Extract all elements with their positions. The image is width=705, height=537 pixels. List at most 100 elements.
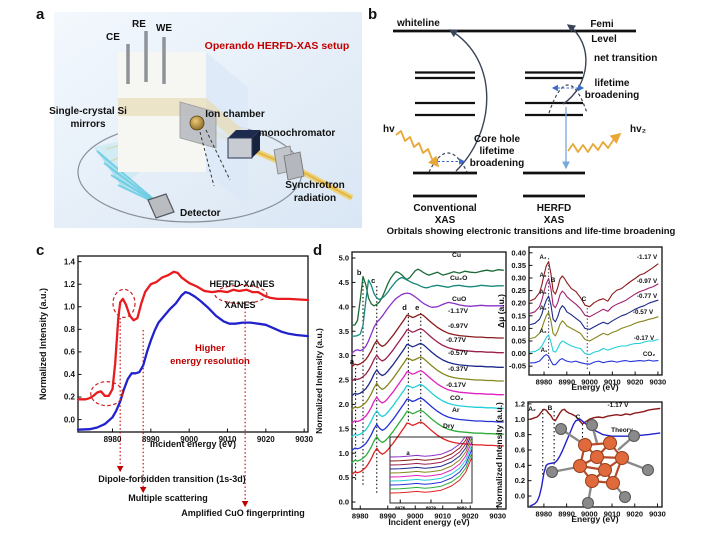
mirrors-label-line2: mirrors (70, 119, 105, 130)
y-tick-label: 0.0 (64, 415, 76, 424)
series-inset-CuO (390, 437, 466, 458)
x-tick-label: 9020 (462, 512, 479, 521)
series-label--1.17 V: -1.17 V (637, 254, 658, 261)
y-axis-label: Normalized Intensity (a.u.) (38, 288, 48, 400)
chart-theory-comparison: 8980 8990 9000 9010 9020 9030 0.0 0.2 0.4 0.6 0.8 1… (494, 399, 666, 524)
hv-label: hv (383, 124, 395, 135)
annotation-text: XANES (224, 300, 255, 310)
series-group (529, 261, 659, 366)
hv2-label: hv₂ (630, 124, 646, 135)
series-label--0.17 V: -0.17 V (634, 335, 655, 342)
y-tick-label: 2.5 (339, 376, 349, 385)
series-inset-CO2 (390, 448, 472, 486)
whiteline-label: whiteline (396, 18, 440, 29)
x-tick-label: 8990 (142, 435, 160, 444)
incident-photon-icon (395, 130, 440, 168)
x-tick-label: 9020 (257, 435, 275, 444)
guide-line-label: b (357, 268, 362, 277)
series-label-Theory: Theory (611, 427, 633, 434)
annotation-text: A₁ (541, 348, 548, 354)
x-tick-label: 8980 (536, 378, 553, 387)
annotation-text: A₂ (540, 255, 547, 261)
x-axis-label: Incident energy (eV) (150, 439, 236, 449)
core-hole-label-line2: lifetime (479, 146, 514, 157)
annotation-text: Higher (195, 343, 225, 354)
y-tick-label: 3.0 (339, 351, 349, 360)
panel-d-label: d (313, 242, 322, 259)
x-tick-label: 9010 (219, 435, 237, 444)
y-tick-label: 1.2 (515, 399, 525, 408)
chart-herfd-vs-xanes: 8980 8990 9000 9010 9020 9030 0.0 0.2 0.4 0.6 0.8 1… (38, 255, 314, 518)
series--0.37V (351, 370, 504, 424)
emission-dashed-lines (199, 129, 231, 187)
lifetime-broadening-label-line1: lifetime (594, 78, 629, 89)
setup-title: Operando HERFD-XAS setup (205, 40, 350, 52)
series-Cu2O (351, 276, 504, 337)
y-tick-label: 0.30 (511, 274, 526, 283)
series-label-Cu: Cu (452, 252, 461, 259)
x-axis-label: Energy (eV) (571, 382, 618, 392)
panel-a: a (36, 6, 362, 228)
series--0.97 V (529, 277, 659, 318)
conventional-levels (413, 71, 477, 198)
y-tick-label: -0.05 (509, 362, 526, 371)
x-tick-label: 8976 (395, 506, 406, 511)
electrode-we-label: WE (156, 23, 172, 34)
sample-spot (189, 115, 205, 131)
copper-atoms (573, 436, 629, 490)
highlight-ellipse (214, 284, 268, 304)
y-tick-label: 0.20 (511, 299, 526, 308)
series-group (351, 268, 504, 475)
x-tick-label: 8980 (536, 510, 553, 519)
series--0.77V (351, 342, 504, 397)
y-tick-label: 0.5 (339, 473, 349, 482)
panel-b: b white (368, 6, 676, 237)
series--1.17V (351, 313, 504, 367)
series-label-Ar: Ar (452, 407, 460, 414)
series-Ar (351, 409, 504, 464)
series-label-CO2: CO₂ (643, 351, 655, 358)
series-Cu (351, 268, 504, 327)
series--0.97V (351, 328, 504, 382)
x-tick-label: 9010 (604, 510, 621, 519)
x-tick-label: 9020 (626, 510, 643, 519)
highlight-ellipse (90, 381, 124, 407)
x-tick-label: 9030 (489, 512, 506, 521)
annotation-text: Multiple scattering (128, 493, 208, 503)
y-axis-label: Normalized Intensity (a.u.) (314, 328, 324, 434)
annotation-text: C (582, 296, 587, 303)
chart-difference-spectra: 8980 8990 9000 9010 9020 9030 -0.05 0.00 0.05 0.1… (496, 246, 666, 392)
annotation-text: A₂ (540, 306, 547, 312)
series-inset--0.77V (390, 437, 471, 470)
series--0.57V (351, 356, 504, 410)
series-label--0.37V: -0.37V (448, 366, 468, 373)
annotation-text: Amplified CuO fingerprinting (181, 508, 305, 518)
guide-line-label: c (371, 276, 375, 285)
y-tick-label: 2.0 (339, 400, 349, 409)
fermi-label-line2: Level (591, 34, 617, 45)
series--1.17 V (529, 407, 661, 425)
highlight-ellipse (112, 288, 136, 318)
panel-b-label: b (368, 6, 377, 23)
series-Dry (351, 421, 504, 475)
y-axis-label: Δμ (a.u.) (496, 294, 506, 328)
series-XANES (76, 290, 310, 431)
annotation-text: B (548, 405, 553, 412)
x-tick-label: 8990 (558, 510, 575, 519)
herfd-gaussian (548, 84, 588, 114)
x-tick-label: 8982 (457, 506, 468, 511)
guide-line-label: d (402, 303, 407, 312)
y-tick-label: 0.35 (511, 261, 526, 270)
y-tick-label: 0.15 (511, 311, 526, 320)
electrode-re-label: RE (132, 19, 146, 30)
annotation-text: a (406, 451, 410, 457)
y-tick-label: 4.0 (339, 302, 349, 311)
y-tick-label: 1.2 (64, 280, 76, 289)
panel-c-label: c (36, 242, 44, 259)
series-label--1.17V: -1.17V (448, 308, 468, 315)
lifetime-broadening-label-line2: broadening (585, 90, 639, 101)
y-tick-label: 0.6 (64, 348, 76, 357)
y-tick-label: 1.5 (339, 424, 349, 433)
